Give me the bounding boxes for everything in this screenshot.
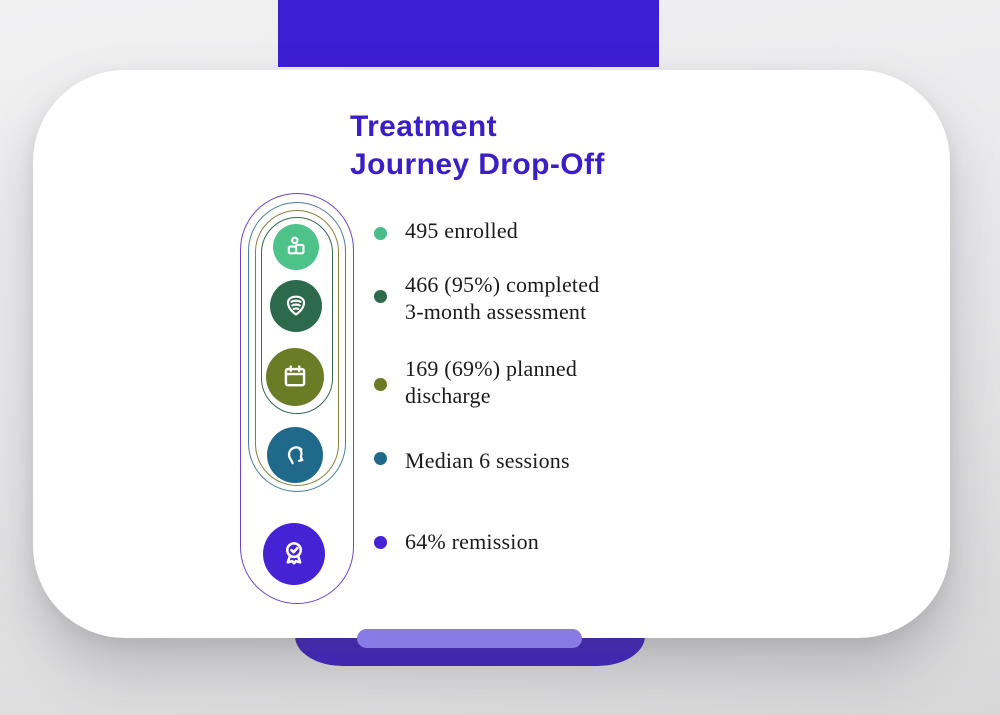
stage-circle-discharge	[266, 348, 324, 406]
head-profile-icon	[279, 439, 311, 471]
funnel-ring-remission	[240, 193, 354, 604]
stage-circle-remission	[263, 523, 325, 585]
bullet-remission-line1: 64% remission	[405, 529, 539, 554]
brain-icon	[280, 290, 312, 322]
bullet-discharge-line1: 169 (69%) planned	[405, 356, 578, 381]
medal-check-icon	[276, 536, 312, 572]
page-title: Treatment Journey Drop-Off	[350, 108, 770, 184]
bullet-dot-enrolled	[374, 227, 387, 240]
bullet-remission: 64% remission	[405, 528, 735, 555]
bullet-sessions-line1: Median 6 sessions	[405, 448, 570, 473]
bullet-dot-sessions	[374, 452, 387, 465]
bullet-assessment-line1: 466 (95%) completed	[405, 272, 600, 297]
calendar-icon	[278, 360, 312, 394]
funnel-ring-discharge	[255, 210, 339, 486]
bottom-handle-pill	[357, 629, 582, 648]
page-title-line2: Journey Drop-Off	[350, 148, 605, 181]
bullet-discharge-line2: discharge	[405, 383, 491, 408]
bullet-enrolled-line1: 495 enrolled	[405, 218, 518, 243]
stage-circle-sessions	[267, 427, 323, 483]
bullet-assessment: 466 (95%) completed 3-month assessment	[405, 271, 735, 325]
bullet-dot-discharge	[374, 378, 387, 391]
bullet-dot-assessment	[374, 290, 387, 303]
bullet-discharge: 169 (69%) planned discharge	[405, 355, 735, 409]
content-card: Treatment Journey Drop-Off	[33, 70, 950, 638]
page-title-line1: Treatment	[350, 110, 497, 143]
funnel-ring-assessment	[261, 217, 333, 414]
bullet-enrolled: 495 enrolled	[405, 217, 735, 244]
funnel-ring-sessions	[248, 202, 346, 492]
bullet-assessment-line2: 3-month assessment	[405, 299, 587, 324]
top-banner-bar	[278, 0, 659, 67]
stage-circle-enrolled	[273, 224, 319, 270]
stage-circle-assessment	[270, 280, 322, 332]
bullet-sessions: Median 6 sessions	[405, 447, 735, 474]
person-enroll-icon	[282, 233, 310, 261]
bullet-dot-remission	[374, 536, 387, 549]
